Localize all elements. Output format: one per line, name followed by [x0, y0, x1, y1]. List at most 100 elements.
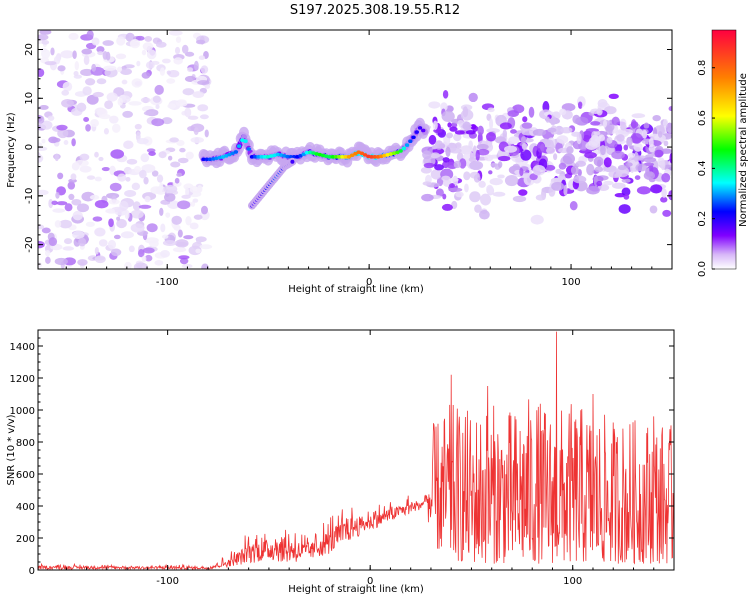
spectrogram-frame	[37, 29, 673, 270]
noise-blob	[121, 79, 128, 85]
signal-blob	[556, 135, 569, 144]
signal-blob	[620, 123, 627, 131]
signal-blob	[464, 183, 469, 193]
signal-blob	[544, 164, 556, 171]
signal-blob	[608, 93, 619, 100]
noise-blob	[122, 110, 133, 118]
noise-blob	[91, 63, 97, 72]
signal-blob	[519, 167, 524, 177]
ridge-core	[301, 152, 306, 157]
signal-blob	[631, 113, 646, 119]
noise-blob	[136, 137, 149, 145]
signal-blob	[576, 132, 582, 145]
noise-blob	[61, 98, 75, 108]
signal-blob	[454, 130, 465, 135]
signal-blob	[421, 193, 434, 202]
signal-blob	[457, 119, 464, 126]
noise-blob	[134, 81, 142, 86]
noise-blob	[182, 88, 195, 96]
snr-xlabel: Height of straight line (km)	[288, 584, 424, 595]
noise-blob	[197, 185, 203, 193]
noise-blob	[86, 175, 96, 180]
noise-blob	[50, 47, 55, 56]
noise-blob	[128, 101, 142, 106]
y-tick-label: 1000	[10, 406, 35, 417]
noise-blob	[91, 37, 100, 46]
signal-blob	[605, 125, 613, 136]
noise-blob	[96, 78, 107, 85]
signal-blob	[441, 175, 451, 182]
noise-blob	[161, 234, 169, 239]
ridge-core	[333, 155, 339, 159]
noise-blob	[124, 209, 130, 220]
signal-blob	[502, 129, 508, 138]
noise-blob	[130, 209, 144, 219]
signal-blob	[487, 107, 495, 113]
y-tick-label: 0	[24, 144, 35, 150]
noise-blob	[45, 249, 51, 257]
ridge-core	[233, 150, 239, 154]
noise-blob	[108, 199, 120, 205]
ridge-core	[298, 154, 303, 158]
signal-blob	[477, 148, 490, 156]
noise-blob	[64, 203, 73, 212]
signal-blob	[586, 186, 600, 195]
noise-blob	[197, 80, 210, 86]
noise-blob	[38, 189, 49, 196]
noise-blob	[201, 205, 208, 215]
noise-blob	[68, 32, 79, 41]
signal-blob	[484, 154, 494, 162]
signal-blob	[603, 157, 612, 168]
y-tick-label: 1400	[10, 342, 35, 353]
noise-blob	[177, 229, 183, 238]
y-tick-label: 800	[16, 438, 35, 449]
noise-blob	[102, 51, 108, 60]
noise-blob	[76, 102, 87, 112]
signal-blob	[570, 165, 579, 175]
ridge-core	[207, 157, 213, 162]
signal-blob	[435, 188, 444, 197]
noise-blob	[102, 40, 114, 46]
noise-blob	[190, 201, 196, 207]
signal-blob	[441, 203, 453, 211]
noise-blob	[159, 207, 164, 217]
signal-blob	[630, 121, 639, 129]
signal-blob	[499, 122, 512, 130]
noise-blob	[141, 255, 147, 263]
signal-blob	[532, 128, 547, 136]
noise-blob	[142, 247, 155, 254]
signal-blob	[654, 149, 664, 158]
ridge-core	[204, 157, 209, 162]
noise-blob	[177, 200, 191, 210]
signal-blob	[604, 106, 617, 115]
noise-blob	[197, 104, 209, 112]
signal-blob	[608, 170, 623, 179]
noise-blob	[38, 154, 44, 163]
noise-blob	[173, 57, 183, 65]
noise-blob	[41, 138, 46, 144]
signal-blob	[520, 136, 527, 145]
signal-blob	[611, 182, 626, 189]
noise-blob	[124, 261, 132, 269]
noise-blob	[77, 259, 88, 266]
noise-blob	[148, 151, 156, 156]
noise-blob	[198, 55, 206, 60]
signal-blob	[473, 174, 481, 183]
noise-blob	[76, 203, 90, 213]
spectrogram-xlabel: Height of straight line (km)	[288, 284, 424, 295]
signal-blob	[590, 121, 601, 126]
signal-blob	[420, 166, 432, 174]
signal-blob	[507, 110, 519, 117]
signal-blob	[586, 163, 595, 176]
noise-blob	[115, 53, 127, 60]
noise-blob	[192, 91, 205, 99]
signal-blob	[422, 150, 432, 160]
signal-blob	[643, 171, 656, 180]
figure-title: S197.2025.308.19.55.R12	[290, 3, 460, 18]
noise-blob	[143, 176, 149, 185]
ridge-core	[291, 155, 297, 159]
noise-blob	[54, 153, 59, 162]
signal-blob	[447, 122, 452, 128]
noise-blob	[119, 200, 129, 211]
noise-blob	[83, 55, 90, 66]
